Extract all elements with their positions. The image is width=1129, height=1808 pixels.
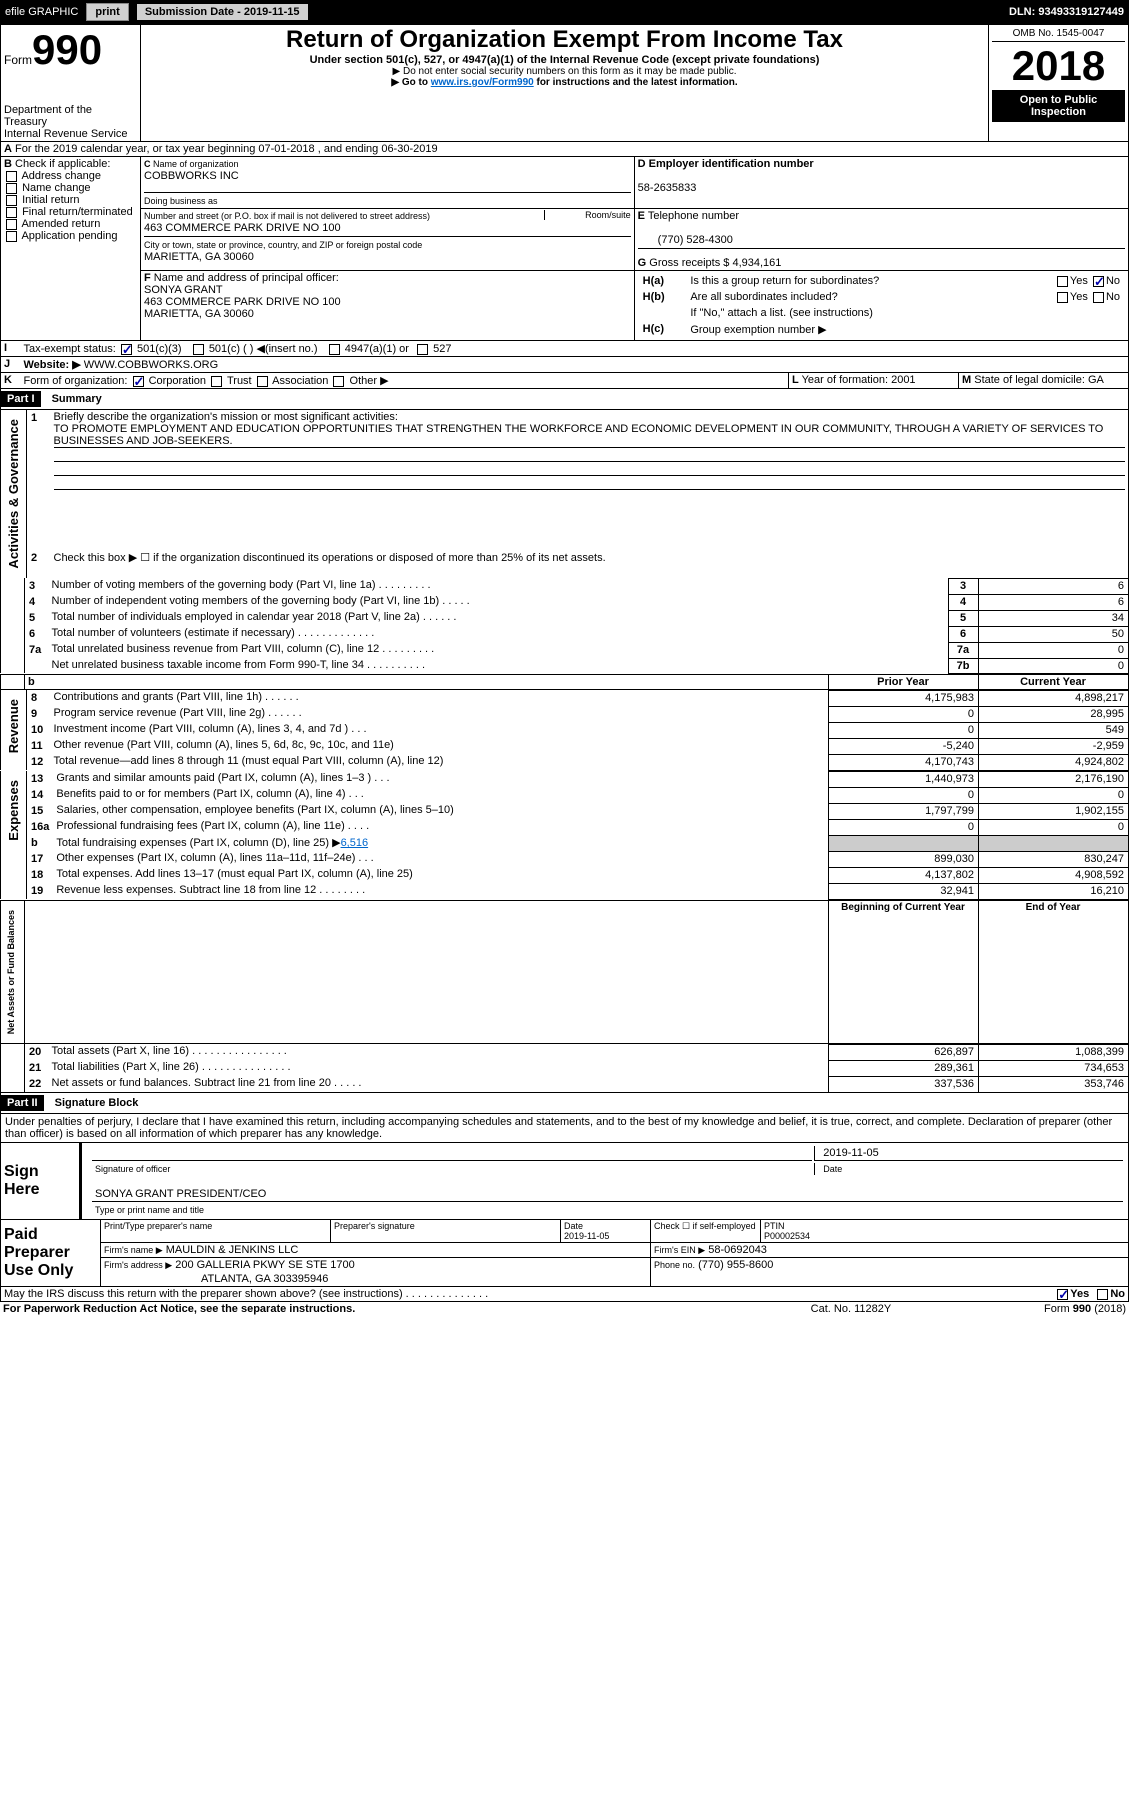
declaration: Under penalties of perjury, I declare th… bbox=[0, 1114, 1129, 1143]
open-inspection: Open to Public Inspection bbox=[992, 90, 1125, 122]
addr-change-check[interactable] bbox=[6, 171, 17, 182]
note1: ▶ Do not enter social security numbers o… bbox=[144, 66, 985, 77]
domicile: GA bbox=[1088, 374, 1104, 386]
firm-name: MAULDIN & JENKINS LLC bbox=[166, 1244, 299, 1256]
expenses-label: Expenses bbox=[4, 772, 23, 849]
amended-check[interactable] bbox=[6, 219, 17, 230]
pending-check[interactable] bbox=[6, 231, 17, 242]
form-number: 990 bbox=[32, 26, 102, 73]
irs-link[interactable]: www.irs.gov/Form990 bbox=[431, 77, 534, 88]
org-addr: 463 COMMERCE PARK DRIVE NO 100 bbox=[144, 222, 341, 234]
org-city: MARIETTA, GA 30060 bbox=[144, 251, 254, 263]
name-change-check[interactable] bbox=[6, 183, 17, 194]
officer-name: SONYA GRANT bbox=[144, 284, 223, 296]
ha-no-check[interactable] bbox=[1093, 276, 1104, 287]
discuss-no[interactable] bbox=[1097, 1289, 1108, 1300]
org-name: COBBWORKS INC bbox=[144, 170, 239, 182]
dln: DLN: 93493319127449 bbox=[1009, 6, 1124, 18]
dept-label: Department of the Treasury bbox=[4, 104, 137, 128]
part2-title: Signature Block bbox=[47, 1097, 139, 1109]
period: For the 2019 calendar year, or tax year … bbox=[15, 143, 438, 155]
tax-year: 2018 bbox=[992, 42, 1125, 90]
website: WWW.COBBWORKS.ORG bbox=[84, 359, 218, 371]
top-bar: efile GRAPHIC print Submission Date - 20… bbox=[0, 0, 1129, 24]
paperwork-notice: For Paperwork Reduction Act Notice, see … bbox=[3, 1303, 355, 1315]
efile-label: efile GRAPHIC bbox=[5, 6, 78, 18]
part1-title: Summary bbox=[44, 393, 102, 405]
501c3-check[interactable] bbox=[121, 344, 132, 355]
part2-header: Part II bbox=[1, 1095, 44, 1111]
print-button[interactable]: print bbox=[86, 3, 128, 21]
submission-date: Submission Date - 2019-11-15 bbox=[137, 4, 308, 20]
firm-ein: 58-0692043 bbox=[708, 1244, 767, 1256]
cat-no: Cat. No. 11282Y bbox=[759, 1302, 942, 1316]
ptin: P00002534 bbox=[764, 1231, 810, 1241]
final-check[interactable] bbox=[6, 207, 17, 218]
year-formation: 2001 bbox=[891, 374, 915, 386]
boxb-label: Check if applicable: bbox=[15, 158, 110, 170]
revenue-label: Revenue bbox=[4, 691, 23, 761]
prep-phone: (770) 955-8600 bbox=[698, 1259, 773, 1271]
activities-label: Activities & Governance bbox=[4, 411, 23, 577]
discuss-yes[interactable] bbox=[1057, 1289, 1068, 1300]
ein: 58-2635833 bbox=[638, 182, 697, 194]
form-title: Return of Organization Exempt From Incom… bbox=[144, 26, 985, 54]
mission-text: TO PROMOTE EMPLOYMENT AND EDUCATION OPPO… bbox=[54, 423, 1126, 448]
initial-check[interactable] bbox=[6, 195, 17, 206]
form-prefix: Form bbox=[4, 53, 32, 67]
gross-receipts: 4,934,161 bbox=[732, 257, 781, 269]
omb: OMB No. 1545-0047 bbox=[992, 26, 1125, 42]
officer-sig-name: SONYA GRANT PRESIDENT/CEO bbox=[92, 1187, 1123, 1202]
phone: (770) 528-4300 bbox=[638, 234, 733, 246]
corp-check[interactable] bbox=[133, 376, 144, 387]
irs-label: Internal Revenue Service bbox=[4, 128, 137, 140]
part1-header: Part I bbox=[1, 391, 41, 407]
form-subtitle: Under section 501(c), 527, or 4947(a)(1)… bbox=[144, 54, 985, 66]
